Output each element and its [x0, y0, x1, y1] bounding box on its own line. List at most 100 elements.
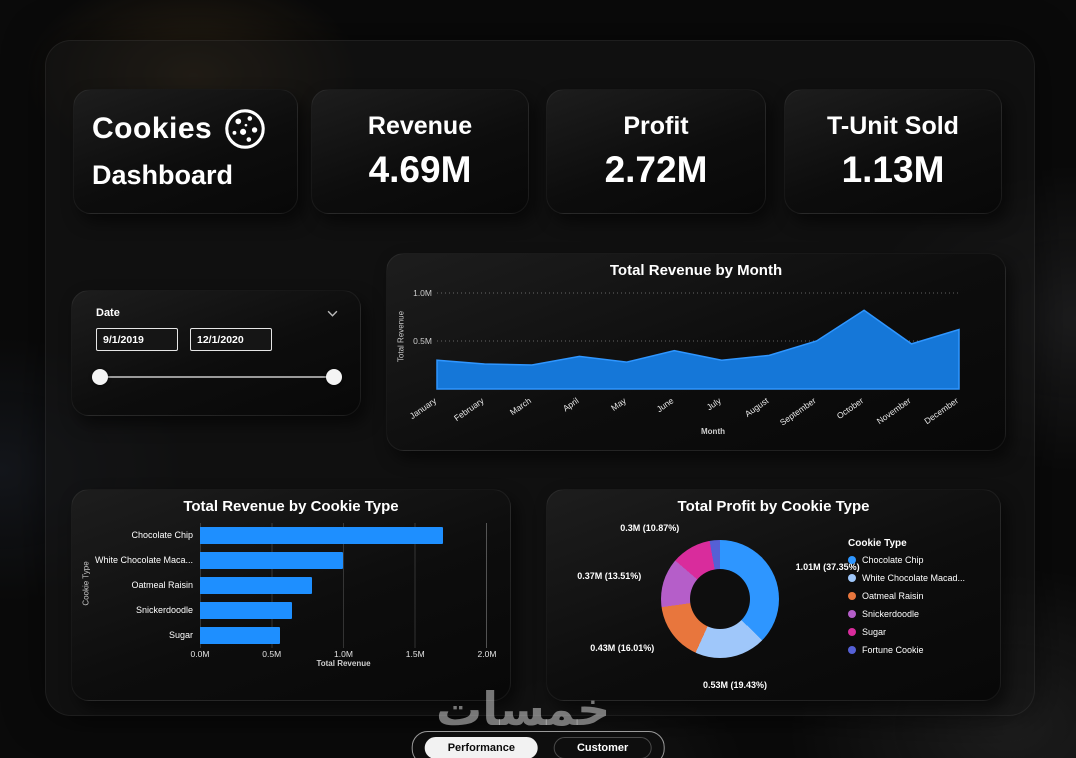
legend-color-dot [848, 646, 856, 654]
legend-color-dot [848, 628, 856, 636]
revenue-by-month-area-chart[interactable]: 0.5M 1.0M January February March April May June… [403, 281, 968, 431]
kpi-label: Profit [623, 112, 689, 140]
end-date-input[interactable] [190, 328, 272, 351]
legend-label: Oatmeal Raisin [862, 591, 924, 601]
legend-item[interactable]: Snickerdoodle [848, 609, 990, 619]
bar-category-label: White Chocolate Maca... [94, 555, 193, 565]
y-axis-title: Total Revenue [396, 310, 406, 363]
page-tab-bar: Performance Customer [411, 731, 665, 758]
x-tick-label: October [835, 395, 866, 421]
kpi-value: 4.69M [368, 149, 472, 190]
revenue-by-month-card: Total Revenue by Month Total Revenue 0.5… [386, 253, 1006, 451]
x-tick-label: February [452, 395, 486, 423]
legend-item[interactable]: Fortune Cookie [848, 645, 990, 655]
legend-item[interactable]: Sugar [848, 627, 990, 637]
legend-label: White Chocolate Macad... [862, 573, 966, 583]
revenue-bar[interactable] [200, 527, 444, 544]
dashboard-panel: Cookies Dashboard Revenue 4.69M Profit 2… [45, 40, 1035, 716]
chevron-down-icon[interactable] [327, 310, 338, 317]
legend-title: Cookie Type [848, 538, 907, 549]
revenue-bar[interactable] [200, 552, 343, 569]
donut-area: 1.01M (37.35%) 0.53M (19.43%) 0.43M (16.01… [547, 490, 1000, 700]
bar-category-label: Snickerdoodle [135, 605, 193, 615]
donut-data-label: 1.01M (37.35%) [795, 562, 860, 573]
x-axis-title: Total Revenue [316, 659, 371, 668]
revenue-bar-chart[interactable] [200, 523, 487, 648]
x-tick-label: December [922, 395, 960, 426]
title-card: Cookies Dashboard [73, 89, 298, 214]
legend: Cookie Type Chocolate Chip White Chocolat… [848, 538, 990, 663]
tab-customer[interactable]: Customer [553, 737, 652, 758]
x-tick-label: 1.5M [405, 649, 425, 659]
x-tick-label: September [778, 395, 818, 427]
legend-color-dot [848, 574, 856, 582]
x-tick-label: January [408, 395, 439, 421]
start-date-input[interactable] [96, 328, 178, 351]
bar-row [200, 573, 486, 598]
bar-row [200, 548, 486, 573]
legend-label: Chocolate Chip [862, 555, 924, 565]
legend-label: Fortune Cookie [862, 645, 924, 655]
revenue-bar[interactable] [200, 627, 281, 644]
x-axis-title: Month [701, 427, 725, 436]
x-tick-label: 2.0M [477, 649, 497, 659]
bar-category-label: Chocolate Chip [131, 530, 193, 540]
chart-title: Total Profit by Cookie Type [677, 498, 870, 515]
x-tick-label: April [561, 395, 581, 413]
x-tick-label: 1.0M [334, 649, 353, 659]
bar-row [200, 623, 486, 648]
bar-category-label: Sugar [168, 630, 193, 640]
revenue-by-cookie-type-card: Total Revenue by Cookie Type Cookie Type… [71, 489, 511, 701]
dashboard-title-line1: Cookies [92, 112, 213, 145]
revenue-bar[interactable] [200, 577, 312, 594]
kpi-label: T-Unit Sold [827, 112, 959, 140]
cookie-icon [225, 109, 265, 149]
kpi-card-profit: Profit 2.72M [546, 89, 766, 214]
donut-data-label: 0.43M (16.01%) [590, 643, 655, 654]
date-range-slider[interactable] [92, 368, 342, 388]
kpi-value: 2.72M [604, 149, 708, 190]
x-tick-label: June [655, 395, 676, 414]
legend-label: Snickerdoodle [862, 609, 920, 619]
revenue-bar[interactable] [200, 602, 292, 619]
x-tick-label: August [743, 395, 771, 419]
x-tick-label: July [705, 395, 724, 412]
slider-handle-start[interactable] [92, 369, 108, 385]
legend-label: Sugar [862, 627, 887, 637]
legend-color-dot [848, 610, 856, 618]
legend-color-dot [848, 592, 856, 600]
x-tick-label: 0.5M [262, 649, 282, 659]
slider-track[interactable] [98, 376, 336, 378]
watermark-text: خمسات [436, 682, 611, 736]
bar-row [200, 523, 486, 548]
legend-color-dot [848, 556, 856, 564]
area-series[interactable] [436, 309, 960, 390]
kpi-label: Revenue [367, 112, 473, 140]
kpi-card-revenue: Revenue 4.69M [311, 89, 529, 214]
bar-category-label: Oatmeal Raisin [131, 580, 193, 590]
y-axis-title: Cookie Type [81, 561, 91, 606]
legend-item[interactable]: Oatmeal Raisin [848, 591, 990, 601]
donut-data-label: 0.53M (19.43%) [703, 679, 768, 690]
legend-item[interactable]: Chocolate Chip [848, 555, 990, 565]
x-tick-label: 0.0M [190, 649, 210, 659]
x-tick-label: March [508, 395, 533, 417]
y-tick-label: 1.0M [413, 288, 432, 298]
donut-data-label: 0.3M (10.87%) [620, 522, 680, 533]
x-tick-label: November [875, 395, 913, 426]
dashboard-title-line2: Dashboard [92, 160, 234, 190]
bar-row [200, 598, 486, 623]
x-axis-ticks: 0.0M 0.5M 1.0M 1.5M 2.0M [191, 648, 497, 659]
x-tick-label: May [609, 395, 629, 413]
y-tick-label: 0.5M [413, 336, 432, 346]
kpi-card-units-sold: T-Unit Sold 1.13M [784, 89, 1002, 214]
slider-handle-end[interactable] [326, 369, 342, 385]
donut-data-label: 0.37M (13.51%) [577, 570, 642, 581]
chart-title: Total Revenue by Cookie Type [183, 498, 399, 515]
legend-item[interactable]: White Chocolate Macad... [848, 573, 990, 583]
kpi-value: 1.13M [841, 149, 945, 190]
profit-donut-chart[interactable] [661, 540, 779, 658]
tab-performance[interactable]: Performance [424, 737, 538, 758]
date-slicer-card: Date [71, 290, 361, 416]
profit-by-cookie-type-card: Total Profit by Cookie Type 1.01M (37.35… [546, 489, 1001, 701]
